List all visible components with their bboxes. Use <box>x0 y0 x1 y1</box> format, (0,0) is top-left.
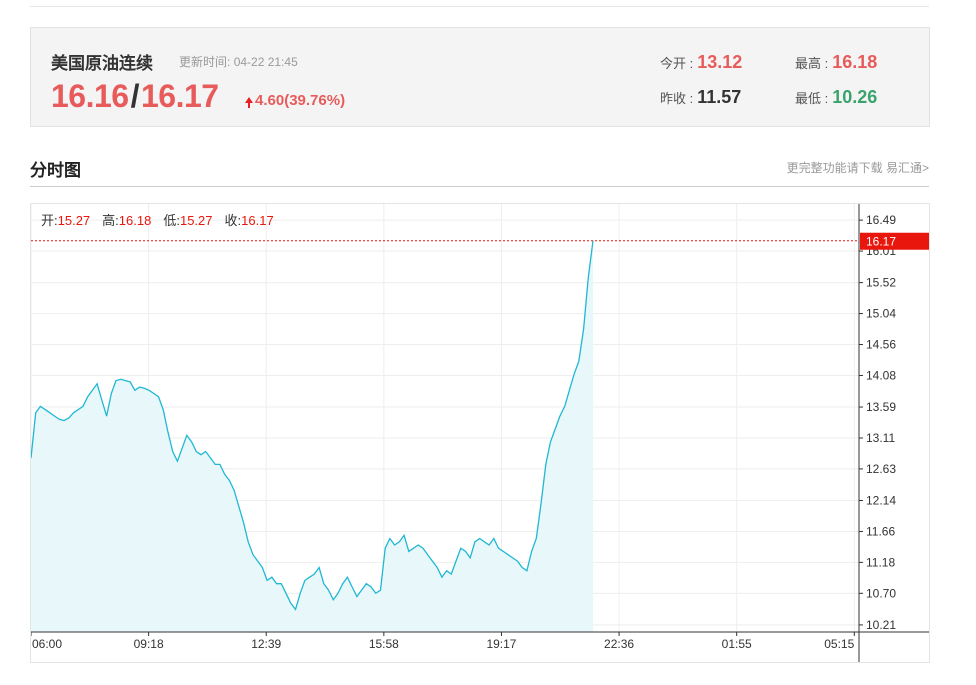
stat-high-label: 最高 : <box>795 56 829 71</box>
y-tick-label: 11.66 <box>866 524 895 538</box>
price-line <box>31 240 594 611</box>
ohlc-close-value: 16.17 <box>241 213 274 228</box>
intraday-chart[interactable]: 16.49 16.01 15.52 15.04 14.56 14.08 13.59 13.11… <box>30 203 930 663</box>
up-arrow-icon <box>245 97 253 108</box>
y-tick-label: 10.21 <box>866 618 896 632</box>
stat-prev-close-label: 昨收 : <box>660 91 694 106</box>
bid-price: 16.16 <box>51 78 129 114</box>
stat-open: 今开 :13.12 <box>660 52 742 73</box>
current-price-tag <box>860 232 929 250</box>
y-tick-label: 13.11 <box>866 431 895 445</box>
y-tick-label: 14.56 <box>866 338 896 352</box>
price-change: 4.60(39.76%) <box>245 92 345 109</box>
update-time: 更新时间: 04-22 21:45 <box>179 53 298 70</box>
instrument-name: 美国原油连续 <box>51 54 153 73</box>
update-time-value: 04-22 21:45 <box>233 55 298 69</box>
ohlc-low-label: 低: <box>163 213 180 228</box>
x-tick-label: 12:39 <box>251 637 281 651</box>
update-time-label: 更新时间: <box>179 55 231 69</box>
section-divider <box>30 186 929 187</box>
price-change-value: 4.60(39.76%) <box>255 92 346 109</box>
y-tick-label: 11.18 <box>866 555 895 569</box>
ask-price: 16.17 <box>140 78 219 114</box>
ohlc-open-value: 15.27 <box>58 213 91 228</box>
stat-low-value: 10.26 <box>832 87 878 107</box>
x-tick-label: 19:17 <box>486 637 516 651</box>
y-tick-label: 10.70 <box>866 586 896 600</box>
x-tick-label: 01:55 <box>722 637 752 651</box>
stat-open-label: 今开 : <box>660 56 694 71</box>
stat-prev-close: 昨收 :11.57 <box>660 87 741 108</box>
stat-low-label: 最低 : <box>795 91 829 106</box>
y-tick-label: 12.63 <box>866 462 896 476</box>
stat-low: 最低 :10.26 <box>795 87 877 108</box>
section-title: 分时图 <box>30 161 81 180</box>
y-tick-label: 15.52 <box>866 276 896 290</box>
x-tick-label: 15:58 <box>369 637 399 651</box>
x-tick-label: 05:15 <box>824 637 854 651</box>
y-tick-label: 16.49 <box>866 213 896 227</box>
ohlc-readout: 开:15.27 高:16.18 低:15.27 收:16.17 <box>41 213 274 228</box>
stat-high: 最高 :16.18 <box>795 52 877 73</box>
current-price-label: 16.17 <box>866 235 896 249</box>
stat-high-value: 16.18 <box>832 52 878 72</box>
ohlc-high-value: 16.18 <box>119 213 152 228</box>
top-divider <box>30 6 929 7</box>
download-app-link[interactable]: 更完整功能请下载 易汇通> <box>786 161 929 175</box>
stat-prev-close-value: 11.57 <box>697 87 742 107</box>
y-tick-label: 14.08 <box>866 368 896 382</box>
quote-panel: 美国原油连续 更新时间: 04-22 21:45 16.16/16.17 4.6… <box>30 27 930 127</box>
price-separator: / <box>130 78 140 114</box>
y-tick-label: 15.04 <box>866 307 896 321</box>
chart-svg[interactable]: 16.4916.0115.5215.0414.5614.0813.5913.11… <box>31 204 929 662</box>
x-tick-label: 06:00 <box>32 637 62 651</box>
x-tick-label: 09:18 <box>134 637 164 651</box>
ohlc-open-label: 开: <box>41 213 58 228</box>
ohlc-high-label: 高: <box>102 213 119 228</box>
bid-ask-price: 16.16/16.17 <box>51 78 219 115</box>
stat-open-value: 13.12 <box>697 52 743 72</box>
x-tick-label: 22:36 <box>604 637 634 651</box>
y-tick-label: 13.59 <box>866 400 896 414</box>
ohlc-low-value: 15.27 <box>180 213 213 228</box>
ohlc-close-label: 收: <box>225 213 242 228</box>
price-area <box>31 240 593 632</box>
y-tick-label: 12.14 <box>866 494 896 508</box>
